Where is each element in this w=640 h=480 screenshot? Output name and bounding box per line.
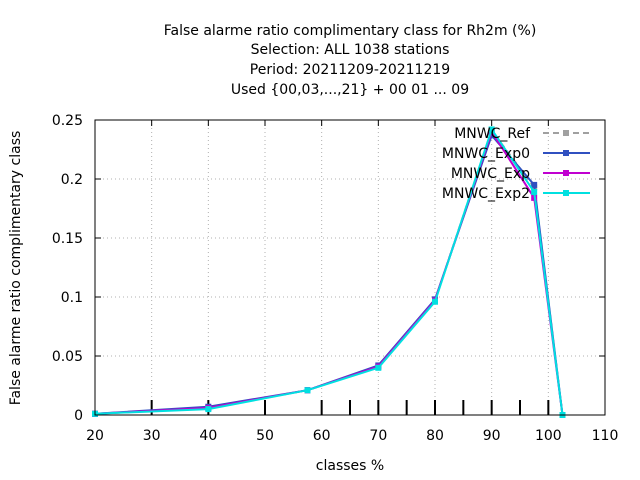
title-line-2: Selection: ALL 1038 stations [251, 42, 450, 58]
data-point [432, 298, 438, 305]
series-lines [92, 126, 566, 418]
legend-label: MNWC_Exp0 [442, 146, 530, 162]
legend-label: MNWC_Ref [454, 126, 531, 142]
grid [95, 120, 605, 415]
y-tick-label: 0.2 [61, 172, 83, 188]
data-point [488, 126, 495, 133]
x-tick-label: 40 [199, 428, 217, 444]
x-tick-label: 80 [426, 428, 444, 444]
plot-frame [94, 119, 606, 416]
data-point [488, 132, 495, 139]
x-tick-label: 60 [313, 428, 331, 444]
legend-label: MNWC_Exp [451, 166, 530, 182]
data-point [531, 181, 538, 188]
y-tick-label: 0 [74, 408, 83, 424]
data-point [205, 406, 212, 413]
legend-marker [563, 130, 569, 136]
x-tick-label: 110 [592, 428, 619, 444]
x-tick-label: 50 [256, 428, 274, 444]
x-tick-label: 100 [535, 428, 562, 444]
x-tick-label: 70 [369, 428, 387, 444]
y-tick-label: 0.1 [61, 290, 83, 306]
x-tick-label: 90 [483, 428, 501, 444]
legend: MNWC_Ref MNWC_Exp0 MNWC_Exp MNWC_Exp2 [442, 126, 590, 202]
data-point [304, 387, 311, 394]
data-point [531, 188, 538, 195]
x-axis-label: classes % [316, 458, 384, 474]
legend-marker [563, 190, 569, 196]
legend-label: MNWC_Exp2 [442, 186, 530, 202]
title-line-3: Period: 20211209-20211219 [250, 62, 450, 78]
y-tick-label: 0.05 [52, 349, 83, 365]
data-point [375, 364, 382, 371]
series-line-MNWC_Exp2 [94, 127, 564, 416]
legend-marker [563, 170, 569, 176]
y-tick-label: 0.25 [52, 113, 83, 129]
x-tick-label: 20 [86, 428, 104, 444]
axes: 20 30 40 50 60 70 80 90 100 110 0 0.05 0.1 0.15 0.2 0.2… [52, 113, 619, 444]
chart-title: False alarme ratio complimentary class f… [164, 23, 537, 98]
title-line-4: Used {00,03,...,21} + 00 01 ... 09 [231, 82, 469, 98]
legend-marker [563, 150, 569, 156]
title-line-1: False alarme ratio complimentary class f… [164, 23, 537, 39]
x-tick-label: 30 [143, 428, 161, 444]
y-axis-label: False alarme ratio complimentary class [8, 131, 24, 406]
y-tick-label: 0.15 [52, 231, 83, 247]
